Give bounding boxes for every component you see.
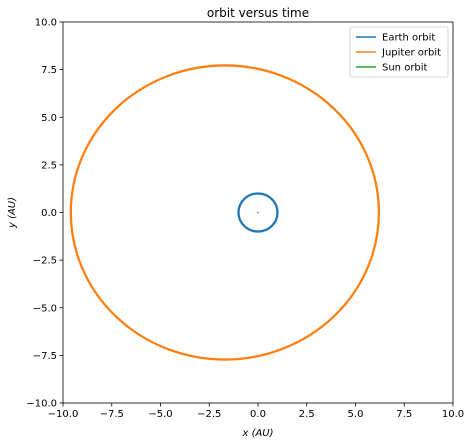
legend: Earth orbit Jupiter orbit Sun orbit <box>349 26 449 78</box>
legend-frame <box>349 26 449 78</box>
legend-label-jupiter-orbit: Jupiter orbit <box>381 48 441 59</box>
y-tick-label: −7.5 <box>33 351 57 362</box>
x-tick-label: −2.5 <box>197 409 221 420</box>
y-tick-label: 2.5 <box>41 160 57 171</box>
series-layer <box>69 64 381 361</box>
y-tick-label: 10.0 <box>35 18 57 29</box>
legend-label-sun-orbit: Sun orbit <box>382 63 428 74</box>
chart-title: orbit versus time <box>207 6 309 20</box>
x-axis-ticks: −10.0 −7.5 −5.0 −2.5 0.0 2.5 5.0 7.5 10.0 <box>48 403 464 420</box>
x-tick-label: 0.0 <box>250 409 266 420</box>
y-tick-label: −5.0 <box>33 303 57 314</box>
x-tick-label: −7.5 <box>100 409 124 420</box>
plot-area <box>62 21 454 404</box>
y-tick-label: 0.0 <box>41 208 57 219</box>
y-tick-label: −10.0 <box>26 399 57 410</box>
y-tick-label: −2.5 <box>33 256 57 267</box>
x-tick-label: −10.0 <box>48 409 79 420</box>
x-tick-label: 7.5 <box>396 409 412 420</box>
y-axis-ticks: −10.0 −7.5 −5.0 −2.5 0.0 2.5 5.0 7.5 10.0 <box>26 18 63 410</box>
sun-orbit-point <box>257 211 259 214</box>
x-tick-label: −5.0 <box>148 409 172 420</box>
x-tick-label: 5.0 <box>348 409 364 420</box>
y-tick-label: 7.5 <box>41 65 57 76</box>
legend-label-earth-orbit: Earth orbit <box>382 33 435 44</box>
x-axis-label: x (AU) <box>241 428 273 439</box>
y-axis-label: y (AU) <box>7 197 18 229</box>
jupiter-orbit-line <box>70 65 380 360</box>
y-tick-label: 5.0 <box>41 113 57 124</box>
earth-orbit-line <box>237 192 279 233</box>
x-tick-label: 10.0 <box>442 409 464 420</box>
jupiter-orbit-line <box>69 64 381 361</box>
x-tick-label: 2.5 <box>299 409 315 420</box>
legend-items: Earth orbit Jupiter orbit Sun orbit <box>356 33 441 74</box>
